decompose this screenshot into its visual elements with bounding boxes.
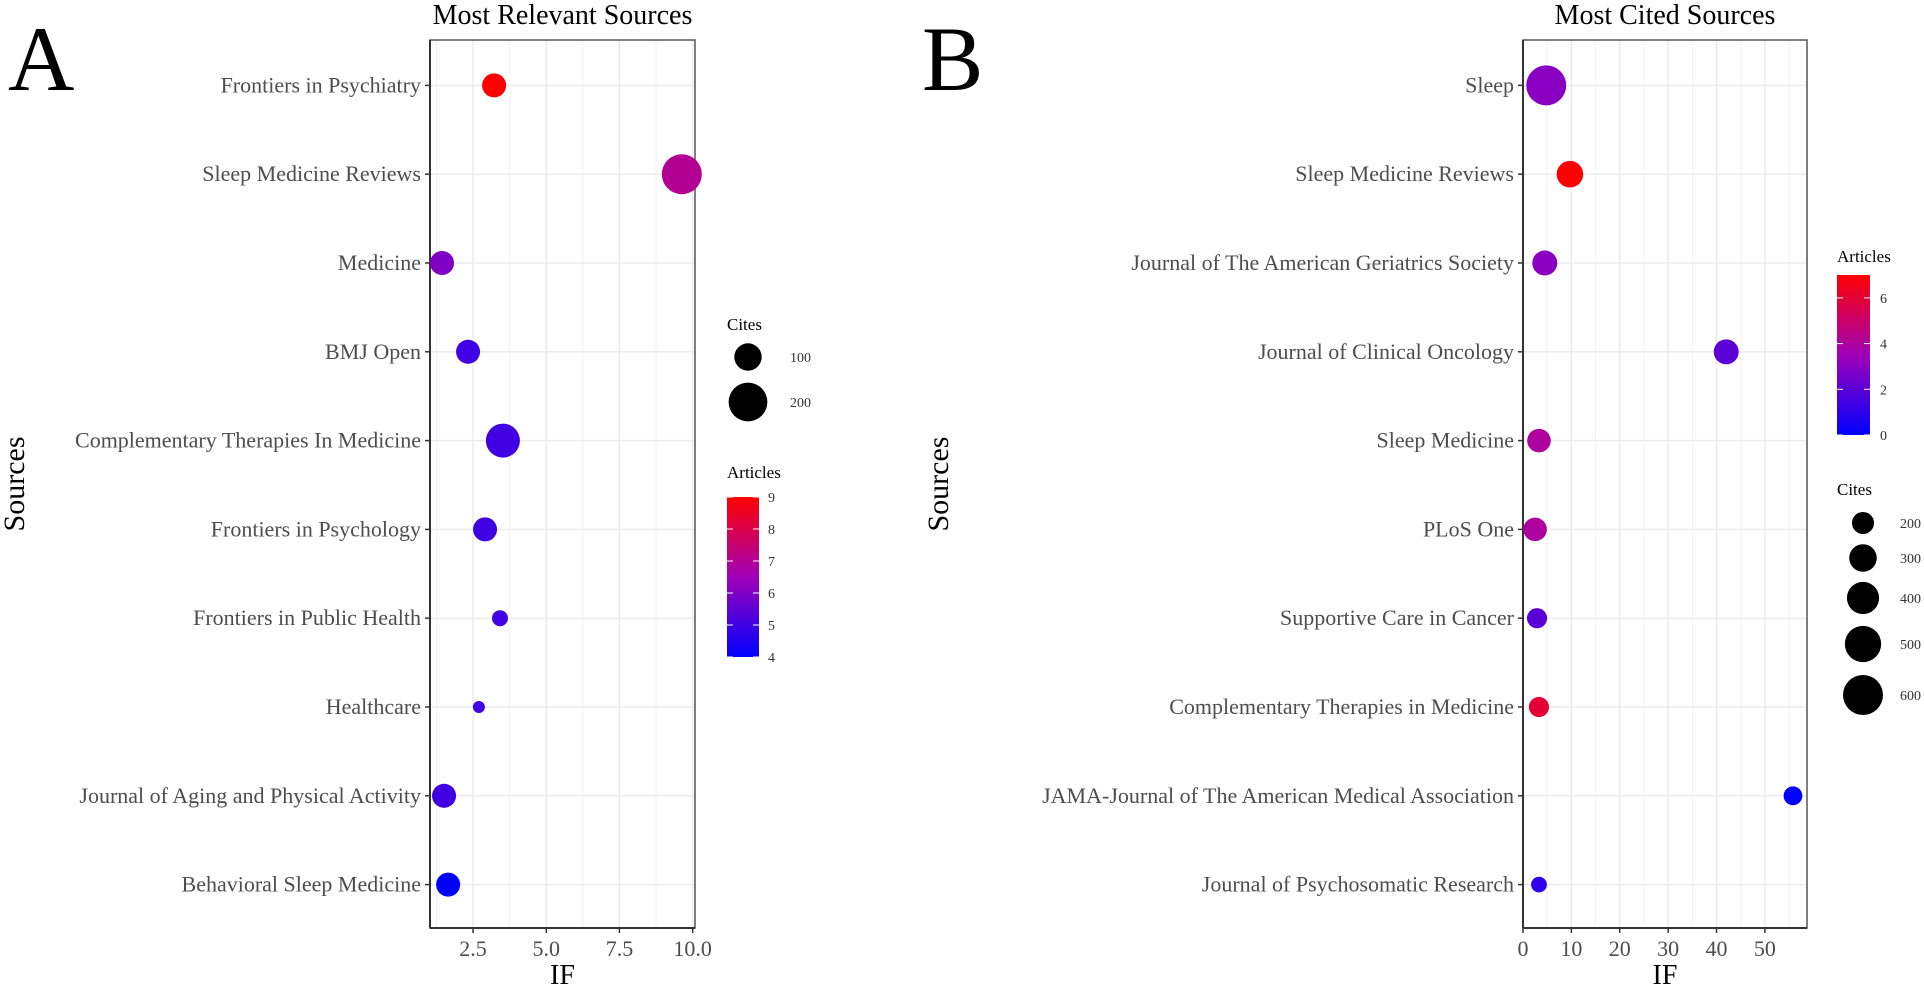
data-point: [1527, 428, 1551, 453]
color-legend-label: 9: [768, 491, 775, 506]
size-legend-label: 600: [1900, 689, 1921, 704]
size-legend-key: [1846, 581, 1880, 615]
y-tick-label: Healthcare: [326, 694, 421, 719]
size-legend-title: Cites: [1837, 480, 1872, 499]
x-axis-title: IF: [550, 960, 575, 988]
y-tick-label: Journal of Psychosomatic Research: [1202, 872, 1514, 897]
size-legend-label: 200: [790, 396, 811, 411]
x-tick-label: 20: [1609, 936, 1631, 961]
y-tick-label: Sleep Medicine Reviews: [1295, 161, 1514, 186]
color-legend-label: 6: [1880, 292, 1887, 307]
x-tick-label: 10: [1560, 936, 1582, 961]
x-tick-label: 50: [1754, 936, 1776, 961]
y-tick-label: Sleep: [1465, 72, 1514, 97]
data-point: [432, 783, 457, 808]
size-legend-key: [1851, 511, 1875, 535]
y-tick-label: JAMA-Journal of The American Medical Ass…: [1042, 783, 1514, 808]
y-tick-label: Journal of Clinical Oncology: [1258, 339, 1514, 364]
data-point: [1531, 876, 1547, 893]
plot-border: [429, 39, 696, 929]
size-legend-key: [1844, 625, 1882, 663]
color-legend-label: 2: [1880, 383, 1887, 398]
data-point: [456, 339, 481, 364]
color-legend-label: 5: [768, 619, 775, 634]
y-tick-label: BMJ Open: [325, 339, 421, 364]
color-legend-label: 6: [768, 587, 775, 602]
size-legend-label: 500: [1900, 638, 1921, 653]
color-legend-label: 7: [768, 555, 775, 570]
size-legend-key: [734, 343, 762, 371]
data-point: [473, 517, 498, 542]
data-point: [429, 250, 455, 276]
y-tick-label: Supportive Care in Cancer: [1280, 605, 1515, 630]
data-point: [1532, 250, 1558, 276]
y-tick-label: Sleep Medicine Reviews: [202, 161, 421, 186]
data-point: [472, 701, 485, 713]
x-tick-label: 7.5: [606, 936, 634, 961]
chart-title: Most Cited Sources: [1555, 0, 1776, 31]
color-legend-label: 0: [1880, 429, 1887, 444]
size-legend-key: [728, 382, 768, 422]
x-tick-label: 40: [1706, 936, 1728, 961]
y-tick-label: Frontiers in Psychology: [211, 516, 421, 541]
x-axis-title: IF: [1653, 960, 1678, 988]
y-tick-label: Frontiers in Public Health: [193, 605, 421, 630]
data-point: [1783, 786, 1803, 806]
data-point: [1526, 65, 1567, 106]
x-tick-label: 30: [1657, 936, 1679, 961]
color-legend-title: Articles: [1837, 247, 1891, 266]
y-tick-label: Journal of Aging and Physical Activity: [79, 783, 421, 808]
data-point: [436, 872, 461, 897]
y-axis-title: Sources: [922, 437, 955, 532]
y-tick-label: Complementary Therapies in Medicine: [1169, 694, 1514, 719]
color-legend-label: 4: [768, 651, 775, 666]
color-legend-title: Articles: [727, 463, 781, 482]
color-legend-bar: [727, 497, 759, 657]
y-tick-label: PLoS One: [1423, 516, 1514, 541]
data-point: [1523, 517, 1547, 542]
data-point: [661, 154, 702, 195]
x-tick-label: 5.0: [532, 936, 560, 961]
size-legend-label: 100: [790, 351, 811, 366]
data-point: [491, 610, 508, 627]
data-point: [482, 73, 507, 98]
y-tick-label: Complementary Therapies In Medicine: [75, 428, 421, 453]
chart-title: Most Relevant Sources: [433, 0, 693, 31]
size-legend-label: 400: [1900, 592, 1921, 607]
y-tick-label: Frontiers in Psychiatry: [221, 72, 421, 97]
size-legend-label: 200: [1900, 517, 1921, 532]
color-legend-bar: [1837, 275, 1870, 435]
data-point: [1526, 608, 1548, 629]
x-tick-label: 0: [1518, 936, 1529, 961]
y-tick-label: Medicine: [338, 250, 421, 275]
data-point: [1556, 160, 1584, 188]
y-axis-title: Sources: [0, 437, 31, 532]
y-tick-label: Journal of The American Geriatrics Socie…: [1131, 250, 1514, 275]
panel-label: B: [922, 8, 983, 110]
data-point: [1528, 696, 1550, 718]
size-legend-key: [1843, 675, 1883, 715]
data-point: [1713, 339, 1739, 365]
panel-label: A: [8, 8, 74, 110]
color-legend-label: 4: [1880, 338, 1887, 353]
x-tick-label: 10.0: [673, 936, 712, 961]
color-legend-label: 8: [768, 523, 775, 538]
size-legend-title: Cites: [727, 315, 762, 334]
panel-a: A Most Relevant Sources 2.5 5.0 7.5 10.0 IF Sou…: [0, 0, 811, 988]
data-point: [485, 423, 520, 458]
x-tick-label: 2.5: [459, 936, 487, 961]
y-tick-label: Sleep Medicine: [1377, 428, 1514, 453]
size-legend-label: 300: [1900, 552, 1921, 567]
size-legend-key: [1849, 544, 1877, 572]
y-tick-label: Behavioral Sleep Medicine: [182, 872, 421, 897]
